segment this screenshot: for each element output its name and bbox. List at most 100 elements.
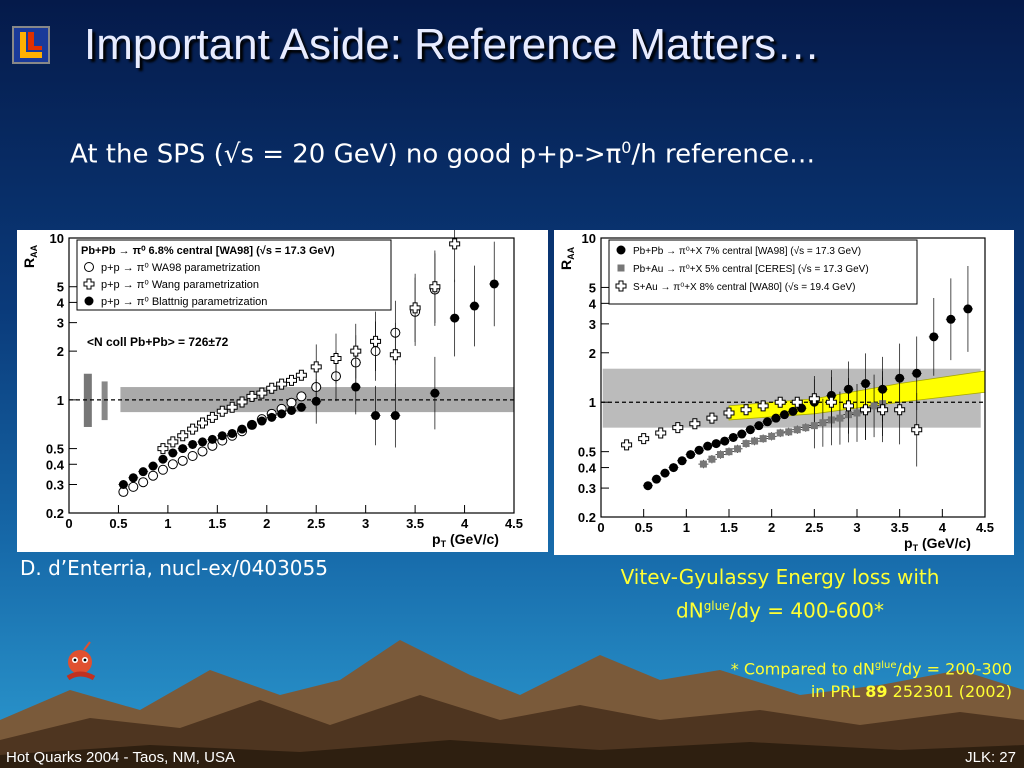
data-point [276, 378, 288, 390]
legend-entry: S+Au → π⁰+X 8% central [WA80] (√s = 19.4… [633, 281, 856, 293]
y-tick-label: 0.2 [46, 506, 64, 521]
footnote-line-2-post: 252301 (2002) [887, 682, 1012, 702]
data-point [911, 424, 923, 436]
y-tick-label: 10 [50, 231, 64, 246]
data-point [725, 448, 733, 456]
y-tick-label: 1 [589, 395, 596, 410]
data-point [198, 437, 207, 447]
y-tick-label: 0.3 [578, 481, 596, 496]
y-tick-label: 3 [589, 317, 596, 332]
data-point [246, 390, 258, 402]
y-tick-label: 5 [589, 280, 596, 295]
x-tick-label: 1.5 [720, 520, 738, 535]
data-point [118, 479, 128, 489]
chart-panel-left: 0 0.5 1 1.5 2 2.5 3 3.5 4 4.5 0.2 0.3 0.4 0.5 1 2 3 4 5 10 R… [17, 205, 548, 552]
data-point [247, 420, 257, 430]
x-tick-label: 0 [597, 520, 604, 535]
logo-icon [12, 26, 50, 64]
data-point [793, 426, 801, 434]
vitev-line-1: Vitev-Gyulassy Energy loss with [620, 565, 940, 589]
data-point [708, 455, 716, 463]
data-point [217, 431, 227, 441]
x-tick-label: 3.5 [406, 516, 424, 531]
footnote-line-2-bold: 89 [865, 682, 888, 702]
x-axis-label: pT (GeV/c) [432, 531, 499, 549]
data-point [672, 422, 684, 434]
chart-left: 0 0.5 1 1.5 2 2.5 3 3.5 4 4.50.20.30.40.51234510R… [21, 205, 523, 549]
data-point [469, 301, 479, 311]
subtitle-text-pre: At the SPS (√s = 20 GeV) no good p+p->π [70, 139, 622, 170]
data-point [842, 400, 854, 412]
data-point [187, 450, 198, 461]
data-point [699, 460, 707, 468]
x-tick-label: 4 [461, 516, 469, 531]
x-tick-label: 0.5 [109, 516, 127, 531]
data-point [929, 332, 939, 342]
data-point [734, 445, 742, 453]
data-point [946, 314, 956, 324]
data-point [450, 313, 460, 323]
data-point [651, 474, 661, 484]
data-point [237, 424, 247, 434]
vitev-line-2-sup: glue [703, 599, 730, 613]
data-point [963, 304, 973, 314]
data-point [716, 451, 724, 459]
y-tick-label: 2 [57, 344, 64, 359]
data-point [723, 407, 735, 419]
data-point [207, 434, 217, 444]
data-point [655, 427, 667, 439]
footer-page-number: JLK: 27 [965, 749, 1016, 766]
data-point [694, 445, 704, 455]
data-point [216, 405, 228, 417]
data-point [638, 433, 650, 445]
x-tick-label: 2.5 [307, 516, 325, 531]
data-point [853, 409, 861, 417]
data-point [197, 417, 208, 429]
data-point [785, 428, 793, 436]
data-point [686, 450, 696, 460]
data-point [177, 430, 189, 442]
data-point [266, 382, 278, 394]
data-point [351, 382, 361, 392]
y-tick-label: 0.5 [46, 442, 64, 457]
data-point [621, 439, 633, 451]
data-point [227, 428, 237, 438]
data-point [737, 429, 747, 439]
data-point [706, 412, 718, 424]
data-point [449, 238, 461, 250]
y-axis-label: RAA [558, 246, 576, 270]
legend-entry: p+p → π⁰ Wang parametrization [101, 279, 259, 291]
chart-right: 0 0.5 1 1.5 2 2.5 3 3.5 4 4.50.20.30.40.51234510R… [558, 231, 994, 553]
data-point [912, 368, 922, 378]
footnote-line-1-post: /dy = 200-300 [896, 659, 1012, 679]
data-point [267, 412, 277, 422]
mountain-landscape [0, 640, 1024, 768]
data-point [167, 436, 179, 448]
footnote-line-1: * Compared to dNglue/dy = 200-300 [731, 654, 1012, 680]
subtitle-text-post: /h reference… [631, 139, 816, 170]
data-point [296, 391, 307, 402]
ncoll-annotation: <N coll Pb+Pb> = 726±72 [87, 335, 229, 349]
vitev-caption: Vitev-Gyulassy Energy loss with dNglue/d… [560, 563, 1000, 626]
data-point [286, 397, 297, 408]
slide-title: Important Aside: Reference Matters… [84, 20, 821, 69]
data-point [430, 388, 440, 398]
legend-marker [84, 296, 94, 306]
data-point [128, 473, 138, 483]
x-tick-label: 4.5 [976, 520, 994, 535]
y-tick-label: 1 [57, 393, 64, 408]
data-point [776, 429, 784, 437]
data-point [791, 396, 803, 408]
data-point [330, 353, 342, 365]
x-tick-label: 3 [853, 520, 860, 535]
data-point [168, 448, 178, 458]
vitev-line-2: dNglue/dy = 400-600* [560, 592, 1000, 626]
data-point [677, 456, 687, 466]
data-point [277, 409, 287, 419]
data-point [720, 436, 730, 446]
legend-entry: Pb+Au → π⁰+X 5% central [CERES] (√s = 17… [633, 263, 869, 275]
x-tick-label: 3 [362, 516, 369, 531]
data-point [409, 302, 421, 314]
plot-frame [600, 237, 986, 518]
legend-entry: Pb+Pb → π⁰ 6.8% central [WA98] (√s = 17.… [81, 245, 335, 257]
